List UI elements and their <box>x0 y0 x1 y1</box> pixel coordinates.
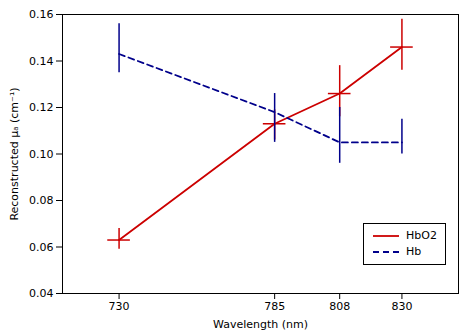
svg-text:0.16: 0.16 <box>29 8 54 21</box>
svg-text:Reconstructed μₐ (cm⁻¹): Reconstructed μₐ (cm⁻¹) <box>8 87 21 220</box>
svg-text:0.08: 0.08 <box>29 194 54 207</box>
svg-text:0.12: 0.12 <box>29 101 54 114</box>
svg-text:0.14: 0.14 <box>29 55 54 68</box>
svg-text:0.06: 0.06 <box>29 241 54 254</box>
svg-text:0.10: 0.10 <box>29 148 54 161</box>
html-text:HbO2: HbO2 <box>406 229 437 242</box>
svg-text:830: 830 <box>391 300 412 313</box>
svg-text:730: 730 <box>109 300 130 313</box>
svg-text:785: 785 <box>264 300 285 313</box>
svg-text:Wavelength (nm): Wavelength (nm) <box>213 318 308 331</box>
svg-text:0.04: 0.04 <box>29 287 54 300</box>
svg-text:808: 808 <box>329 300 350 313</box>
html-text:Hb: Hb <box>406 245 422 258</box>
